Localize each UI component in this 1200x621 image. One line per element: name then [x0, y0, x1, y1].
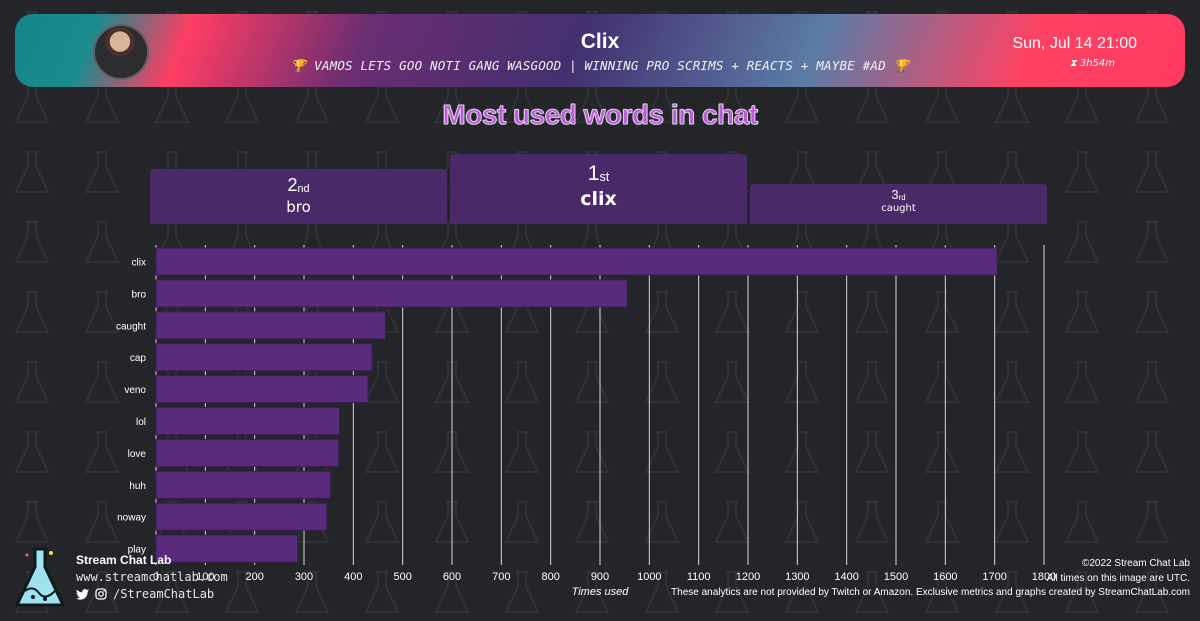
y-tick-label: play: [128, 545, 146, 556]
bar-clix: [155, 247, 998, 276]
x-tick-label: 1100: [687, 571, 711, 583]
social-handle[interactable]: /StreamChatLab: [113, 587, 215, 601]
bar-cap: [155, 343, 373, 372]
x-tick-label: 1700: [982, 571, 1006, 583]
hourglass-icon: ⧗: [1069, 58, 1077, 69]
x-tick-label: 700: [492, 571, 510, 583]
podium-first-rank: 1st: [587, 162, 610, 185]
stream-header: Clix 🏆 VAMOS LETS GOO NOTI GANG WASGOOD …: [15, 14, 1185, 87]
x-axis-label: Times used: [572, 586, 630, 598]
podium-third: 3rd caught: [750, 184, 1047, 224]
y-tick-label: veno: [124, 385, 146, 396]
chart-y-labels: clix bro caught cap veno lol love huh noway play: [116, 258, 146, 556]
streamer-name: Clix: [580, 30, 620, 53]
podium-first-word: clix: [580, 188, 617, 210]
podium-third-rank: 3rd: [891, 187, 906, 202]
bar-lol: [155, 407, 341, 435]
bar-noway: [155, 502, 328, 531]
stream-title: 🏆 VAMOS LETS GOO NOTI GANG WASGOOD | WIN…: [290, 58, 910, 73]
x-tick-label: 1400: [834, 571, 858, 583]
social-links: /StreamChatLab: [76, 587, 214, 601]
podium-second-word: bro: [286, 198, 311, 216]
bar-play: [155, 534, 299, 563]
chart-bars: [155, 247, 998, 563]
chart-title: Most used words in chat: [442, 99, 759, 131]
x-tick-label: 0: [153, 571, 159, 583]
stream-chat-lab-logo: [15, 547, 65, 607]
x-tick-label: 1800: [1032, 571, 1056, 583]
chart-x-labels: 0 100 200 300 400 500 600 700 800 900 1000 1100 1200…: [153, 571, 1056, 583]
x-tick-label: 600: [443, 571, 461, 583]
podium-third-word: caught: [881, 203, 916, 214]
y-tick-label: cap: [130, 353, 147, 364]
timezone-note: All times on this image are UTC.: [1046, 573, 1190, 584]
podium-second: 2nd bro: [150, 169, 447, 224]
bar-caught: [155, 311, 386, 340]
twitter-icon[interactable]: [76, 588, 89, 600]
duration-value: 3h54m: [1079, 58, 1115, 69]
bar-love: [155, 438, 340, 467]
y-tick-label: noway: [117, 513, 146, 524]
x-tick-label: 1600: [933, 571, 957, 583]
copyright-text: ©2022 Stream Chat Lab: [1082, 558, 1190, 569]
y-tick-label: huh: [129, 481, 146, 492]
y-tick-label: clix: [132, 258, 146, 269]
y-tick-label: lol: [136, 417, 146, 428]
instagram-icon[interactable]: [95, 588, 107, 600]
x-tick-label: 1000: [637, 571, 661, 583]
y-tick-label: love: [128, 449, 147, 460]
y-tick-label: caught: [116, 321, 146, 332]
stream-duration: ⧗ 3h54m: [1070, 58, 1115, 69]
copyright-block: ©2022 Stream Chat Lab All times on this …: [1047, 556, 1190, 586]
x-tick-label: 500: [393, 571, 411, 583]
x-tick-label: 1300: [785, 571, 809, 583]
x-tick-label: 300: [295, 571, 313, 583]
x-tick-label: 900: [591, 571, 609, 583]
y-tick-label: bro: [132, 289, 147, 300]
bar-huh: [155, 470, 331, 499]
streamer-avatar: [93, 24, 149, 80]
brand-name: Stream Chat Lab: [76, 553, 172, 567]
x-tick-label: 1200: [736, 571, 760, 583]
bar-bro: [155, 279, 628, 308]
x-tick-label: 1500: [884, 571, 908, 583]
x-tick-label: 800: [541, 571, 559, 583]
podium-first: 1st clix: [450, 154, 747, 224]
x-tick-label: 200: [245, 571, 263, 583]
website-link[interactable]: www.streamchatlab.com: [76, 570, 228, 584]
disclaimer-text: These analytics are not provided by Twit…: [671, 587, 1190, 598]
bar-veno: [155, 375, 369, 404]
x-tick-label: 100: [196, 571, 214, 583]
x-tick-label: 400: [344, 571, 362, 583]
stream-date: Sun, Jul 14 21:00: [1012, 35, 1137, 52]
podium-second-rank: 2nd: [287, 175, 310, 195]
